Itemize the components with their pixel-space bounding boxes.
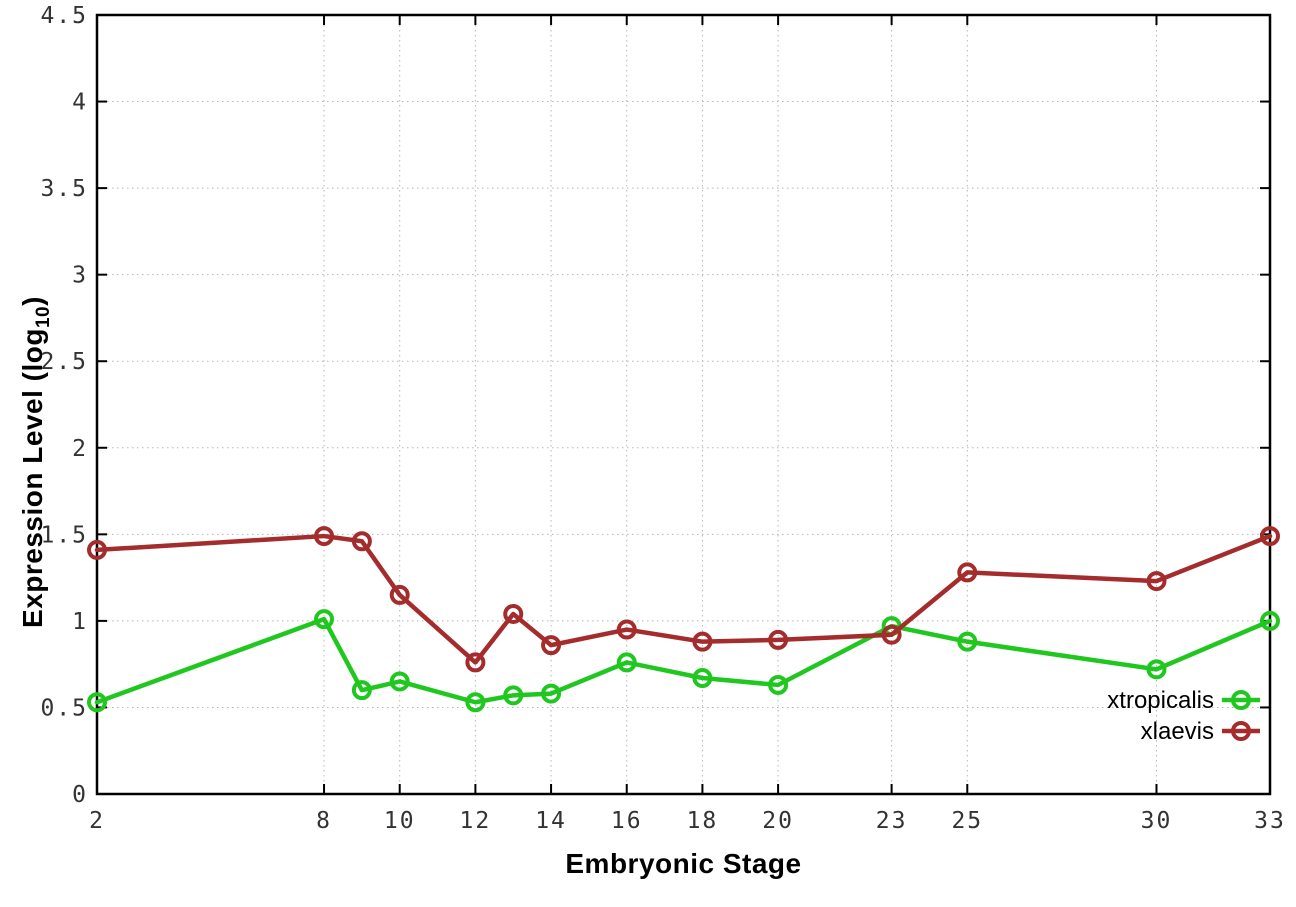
data-point-xlaevis-stage-9 xyxy=(351,531,372,552)
x-tick-label-25: 25 xyxy=(951,808,983,834)
x-tick-label-10: 10 xyxy=(384,808,416,834)
x-tick-label-16: 16 xyxy=(611,808,643,834)
data-point-xlaevis-stage-2 xyxy=(87,539,107,560)
data-point-xtropicalis-stage-8 xyxy=(314,609,335,630)
x-tick-label-2: 2 xyxy=(89,808,105,834)
legend-marker-xtropicalis xyxy=(1231,690,1251,710)
legend-marker-xlaevis xyxy=(1231,721,1251,741)
y-tick-label-4: 4 xyxy=(72,90,88,116)
data-point-xtropicalis-stage-9 xyxy=(351,680,372,701)
data-point-xtropicalis-stage-16 xyxy=(616,652,637,673)
data-point-xlaevis-stage-25 xyxy=(957,562,978,583)
legend-label-xtropicalis: xtropicalis xyxy=(1107,687,1214,714)
y-tick-label-3: 3 xyxy=(72,263,88,289)
y-tick-label-2: 2 xyxy=(72,436,88,462)
y-tick-label-2.5: 2.5 xyxy=(40,349,88,375)
data-point-xlaevis-stage-16 xyxy=(616,619,637,640)
x-tick-label-8: 8 xyxy=(316,808,332,834)
y-tick-label-0.5: 0.5 xyxy=(40,695,88,721)
plot-border xyxy=(95,13,1272,796)
x-tick-label-33: 33 xyxy=(1254,808,1286,834)
y-axis-title: Expression Level (log10) xyxy=(17,296,55,628)
y-axis-title-text: Expression Level (log xyxy=(17,328,49,628)
data-point-xlaevis-stage-13 xyxy=(503,603,524,624)
data-point-xtropicalis-stage-10 xyxy=(389,671,410,692)
y-tick-label-1.5: 1.5 xyxy=(40,522,88,548)
data-point-xlaevis-stage-8 xyxy=(314,526,335,547)
data-point-xlaevis-stage-10 xyxy=(389,584,410,605)
x-axis-title: Embryonic Stage xyxy=(565,848,802,879)
data-point-xtropicalis-stage-33 xyxy=(1260,610,1280,631)
y-tick-label-4.5: 4.5 xyxy=(40,3,88,29)
x-tick-label-20: 20 xyxy=(762,808,794,834)
data-point-xtropicalis-stage-13 xyxy=(503,685,524,706)
data-point-xtropicalis-stage-20 xyxy=(768,674,789,695)
data-point-xlaevis-stage-14 xyxy=(541,635,562,656)
data-point-xlaevis-stage-33 xyxy=(1260,526,1280,547)
data-point-xlaevis-stage-23 xyxy=(881,624,902,645)
y-tick-label-1: 1 xyxy=(72,609,88,635)
data-point-xtropicalis-stage-30 xyxy=(1146,659,1167,680)
data-point-xlaevis-stage-18 xyxy=(692,631,713,652)
x-tick-label-30: 30 xyxy=(1141,808,1173,834)
data-point-xtropicalis-stage-18 xyxy=(692,668,713,689)
data-point-xtropicalis-stage-12 xyxy=(465,692,486,713)
x-tick-label-12: 12 xyxy=(460,808,492,834)
data-point-xtropicalis-stage-25 xyxy=(957,631,978,652)
x-tick-label-14: 14 xyxy=(535,808,567,834)
data-point-xtropicalis-stage-14 xyxy=(541,683,562,704)
data-point-xlaevis-stage-12 xyxy=(465,652,486,673)
y-tick-label-0: 0 xyxy=(72,782,88,808)
legend-label-xlaevis: xlaevis xyxy=(1141,718,1214,745)
data-point-xlaevis-stage-30 xyxy=(1146,571,1167,592)
y-tick-label-3.5: 3.5 xyxy=(40,176,88,202)
y-axis-title-suffix: ) xyxy=(17,296,49,306)
series-line-xlaevis xyxy=(94,533,1273,665)
y-axis-title-subscript: 10 xyxy=(32,305,54,329)
data-point-xlaevis-stage-20 xyxy=(768,629,789,650)
x-tick-label-18: 18 xyxy=(687,808,719,834)
x-tick-label-23: 23 xyxy=(876,808,908,834)
series-line-xtropicalis xyxy=(94,616,1273,705)
data-point-xtropicalis-stage-2 xyxy=(87,692,107,713)
